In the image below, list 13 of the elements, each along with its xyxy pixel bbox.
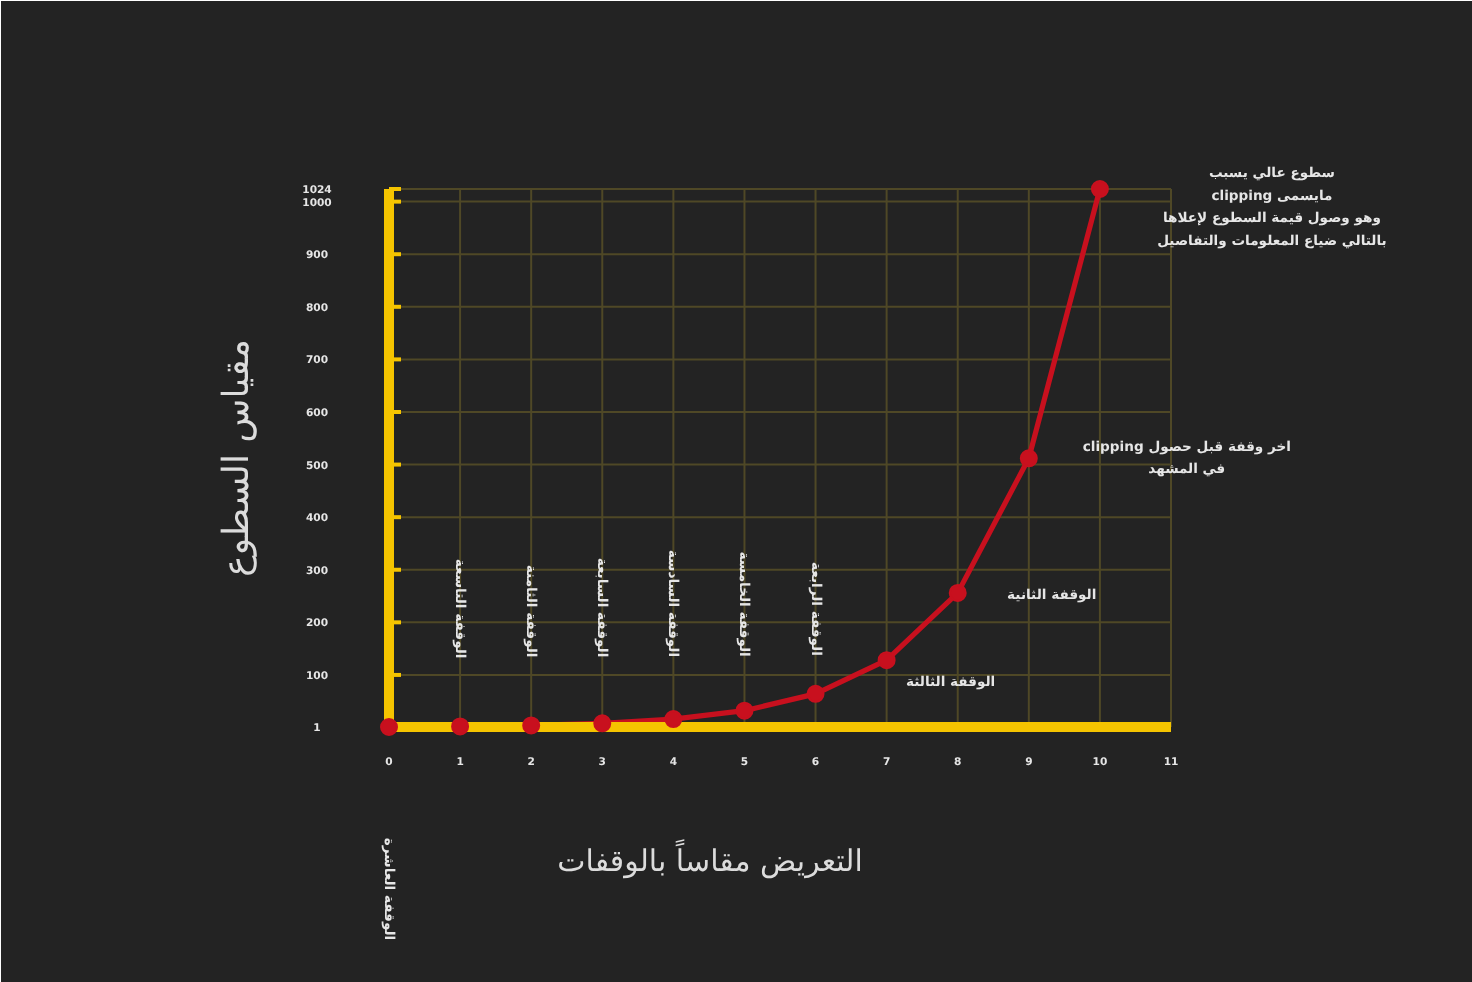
point xyxy=(593,714,612,733)
point xyxy=(1090,180,1109,198)
point xyxy=(380,718,398,736)
point xyxy=(877,651,896,670)
point xyxy=(948,583,967,602)
x-axis-title: التعريض مقاساً بالوقفات xyxy=(557,838,863,879)
point xyxy=(1019,449,1038,468)
point xyxy=(806,684,825,703)
point xyxy=(664,710,683,729)
point xyxy=(451,717,470,736)
point xyxy=(735,701,754,720)
point xyxy=(522,716,541,735)
y-axis-title: مقياس السطوع xyxy=(216,339,258,577)
